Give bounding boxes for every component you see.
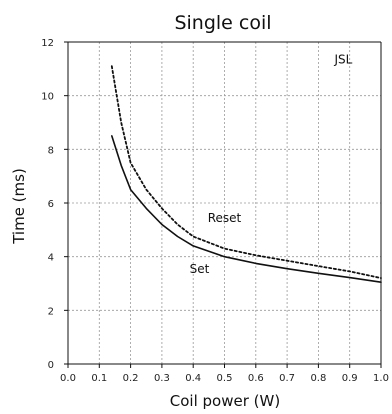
- x-tick-label: 0.6: [248, 373, 264, 384]
- y-tick-label: 6: [48, 199, 54, 210]
- x-tick-label: 1.0: [373, 373, 389, 384]
- y-tick-label: 0: [48, 360, 54, 371]
- y-tick-label: 12: [41, 38, 54, 49]
- x-tick-label: 0.4: [185, 373, 201, 384]
- chart-title: Single coil: [174, 12, 271, 34]
- annotation-layer: JSL Reset Set: [190, 52, 353, 275]
- x-tick-label: 0.3: [154, 373, 170, 384]
- y-tick-label: 10: [41, 92, 54, 103]
- series-line-reset: [110, 65, 382, 280]
- x-tick-label: 0.5: [217, 373, 233, 384]
- y-tick-label: 8: [48, 145, 54, 156]
- tick-layer: 0.0 0.1 0.2 0.3 0.4 0.5 0.6 0.7 0.8 0.9 1.0 0 2 4 6 8 10…: [41, 38, 389, 384]
- x-tick-label: 0.2: [123, 373, 139, 384]
- x-tick-label: 0.1: [91, 373, 107, 384]
- series-line-set: [111, 135, 382, 284]
- x-tick-label: 0.9: [342, 373, 358, 384]
- annotation-reset: Reset: [208, 211, 242, 225]
- grid-layer: [68, 42, 381, 364]
- annotation-set: Set: [190, 262, 210, 276]
- x-tick-label: 0.0: [60, 373, 76, 384]
- y-tick-label: 2: [48, 306, 54, 317]
- y-tick-label: 4: [48, 253, 54, 264]
- series-layer: [110, 65, 382, 284]
- x-tick-label: 0.7: [279, 373, 295, 384]
- y-axis-label: Time (ms): [10, 168, 28, 245]
- x-tick-label: 0.8: [310, 373, 326, 384]
- x-axis-label: Coil power (W): [170, 392, 280, 410]
- annotation-jsl: JSL: [334, 52, 353, 66]
